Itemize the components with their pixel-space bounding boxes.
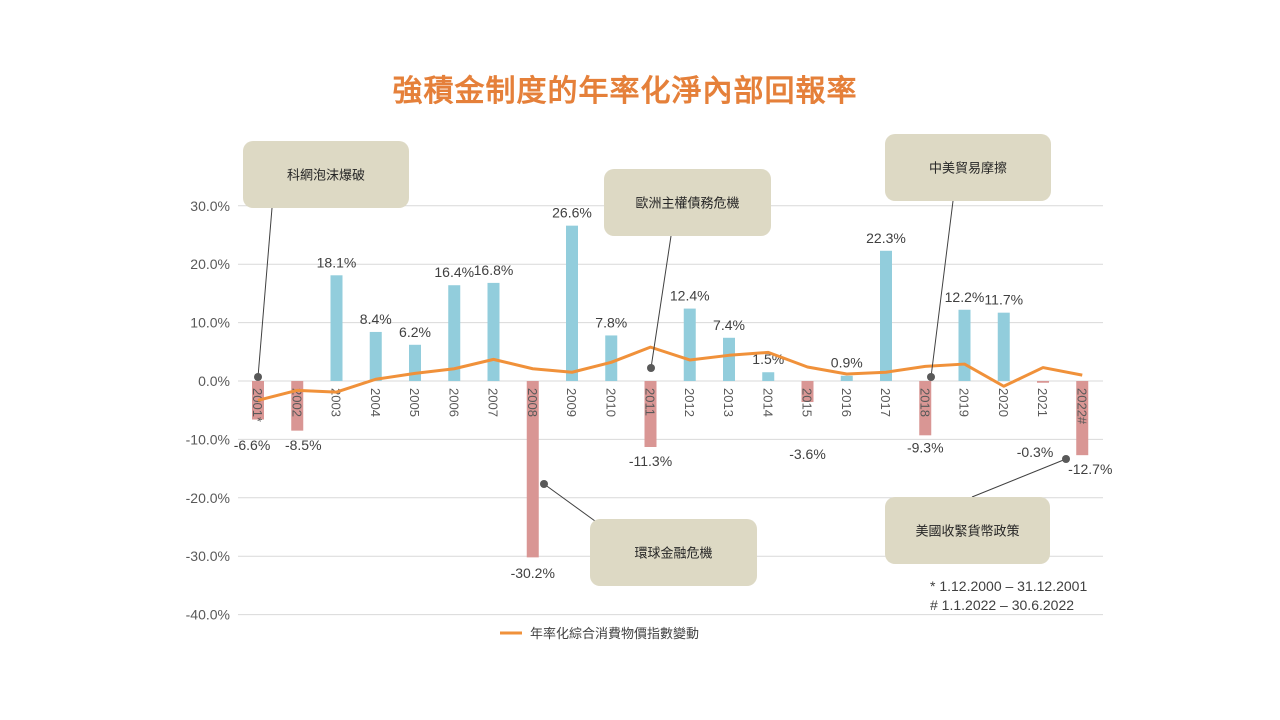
x-tick-label: 2009 <box>564 388 579 417</box>
bar-2006 <box>448 285 461 381</box>
bar-2017 <box>880 250 892 381</box>
data-label: 11.7% <box>984 292 1023 308</box>
bar-2015 <box>801 381 814 403</box>
data-label: 6.2% <box>399 324 431 340</box>
x-tick-label: 2004 <box>368 388 383 417</box>
data-label: 8.4% <box>360 311 392 327</box>
x-tick-label: 2020 <box>996 388 1011 417</box>
data-label: 12.2% <box>945 289 985 305</box>
y-tick-label: 0.0% <box>198 373 230 389</box>
callout-dot <box>647 364 655 372</box>
data-label: 7.4% <box>713 317 745 333</box>
data-label: 0.9% <box>831 355 863 371</box>
callout-box <box>243 141 409 208</box>
bar-2019 <box>958 309 971 381</box>
y-tick-label: 30.0% <box>190 198 230 214</box>
data-label: 12.4% <box>670 288 710 304</box>
y-tick-label: -30.0% <box>186 548 230 564</box>
bar-2011 <box>644 381 657 447</box>
callout-leader-line <box>543 483 596 522</box>
x-tick-label: 2016 <box>839 388 854 417</box>
x-tick-label: 2011 <box>643 388 658 416</box>
x-tick-label: 2019 <box>957 388 972 417</box>
legend-label: 年率化綜合消費物價指數變動 <box>530 626 699 642</box>
data-label: -12.7% <box>1068 461 1112 477</box>
callout-dot <box>927 373 935 381</box>
bar-2002 <box>291 381 304 431</box>
x-tick-label: 2015 <box>800 388 815 417</box>
callout-dot <box>254 373 262 381</box>
x-tick-label: 2012 <box>682 388 697 417</box>
data-label: -30.2% <box>511 565 555 581</box>
callout-leader-line <box>257 207 273 378</box>
y-tick-label: -10.0% <box>186 431 230 447</box>
x-tick-label: 2014 <box>760 388 775 417</box>
callout-label: 中美貿易摩擦 <box>929 161 1007 177</box>
x-tick-label: 2007 <box>486 388 501 417</box>
data-label: 26.6% <box>552 205 592 221</box>
data-label: -3.6% <box>789 446 826 462</box>
bar-2010 <box>605 335 618 381</box>
bar-2005 <box>409 344 421 381</box>
y-tick-label: 20.0% <box>190 256 230 272</box>
y-tick-label: -20.0% <box>186 490 230 506</box>
data-label: 16.4% <box>434 264 474 280</box>
footnote-2022: # 1.1.2022 – 30.6.2022 <box>930 597 1075 613</box>
bar-2007 <box>487 282 500 381</box>
bar-2003 <box>330 275 343 381</box>
data-label: 7.8% <box>595 314 627 330</box>
bar-2014 <box>762 372 775 381</box>
data-label: -8.5% <box>285 437 322 453</box>
chart-title: 強積金制度的年率化淨內部回報率 <box>392 74 858 109</box>
callout-leader-line <box>650 235 672 369</box>
bar-2008 <box>526 381 539 558</box>
callout-label: 環球金融危機 <box>634 546 712 562</box>
data-label: -9.3% <box>907 439 944 455</box>
callout-label: 科網泡沫爆破 <box>287 169 365 184</box>
data-label: 16.8% <box>474 262 514 278</box>
cpi-line <box>257 345 1083 402</box>
x-tick-label: 2022# <box>1074 388 1089 425</box>
data-label: -11.3% <box>629 453 672 469</box>
callout-leader-line <box>971 458 1067 498</box>
callout-box <box>604 169 771 236</box>
callout-label: 歐洲主權債務危機 <box>635 197 739 212</box>
y-tick-label: -40.0% <box>186 607 230 623</box>
x-tick-label: 2017 <box>878 388 893 417</box>
callout-dot <box>1062 455 1070 463</box>
bar-2016 <box>840 375 853 381</box>
bar-2004 <box>369 331 382 381</box>
footnote-2001: * 1.12.2000 – 31.12.2001 <box>930 578 1088 594</box>
x-tick-label: 2002 <box>289 388 304 417</box>
y-tick-label: 10.0% <box>190 315 230 331</box>
x-tick-label: 2008 <box>525 388 540 417</box>
x-tick-label: 2018 <box>917 388 932 417</box>
x-tick-label: 2001* <box>250 388 265 422</box>
bar-2020 <box>997 312 1010 381</box>
bar-2022# <box>1076 381 1089 456</box>
data-label: -6.6% <box>234 437 271 453</box>
callout-label: 美國收緊貨幣政策 <box>915 524 1019 540</box>
callout-dot <box>540 480 548 488</box>
data-label: 22.3% <box>866 230 906 246</box>
data-label: -0.3% <box>1017 444 1054 460</box>
bar-2021 <box>1037 381 1049 383</box>
callout-box <box>885 134 1051 201</box>
x-tick-label: 2003 <box>329 388 344 417</box>
callout-box <box>590 519 757 586</box>
bar-2018 <box>919 381 932 436</box>
x-tick-label: 2005 <box>407 388 422 417</box>
x-tick-label: 2021 <box>1035 388 1050 417</box>
bar-2012 <box>683 308 696 381</box>
bar-2013 <box>723 337 735 381</box>
x-tick-label: 2010 <box>603 388 618 417</box>
x-tick-label: 2013 <box>721 388 736 417</box>
callout-leader-line <box>930 200 954 378</box>
bar-2009 <box>566 225 578 381</box>
x-tick-label: 2006 <box>446 388 461 417</box>
callout-box <box>885 497 1050 564</box>
data-label: 18.1% <box>317 254 357 270</box>
